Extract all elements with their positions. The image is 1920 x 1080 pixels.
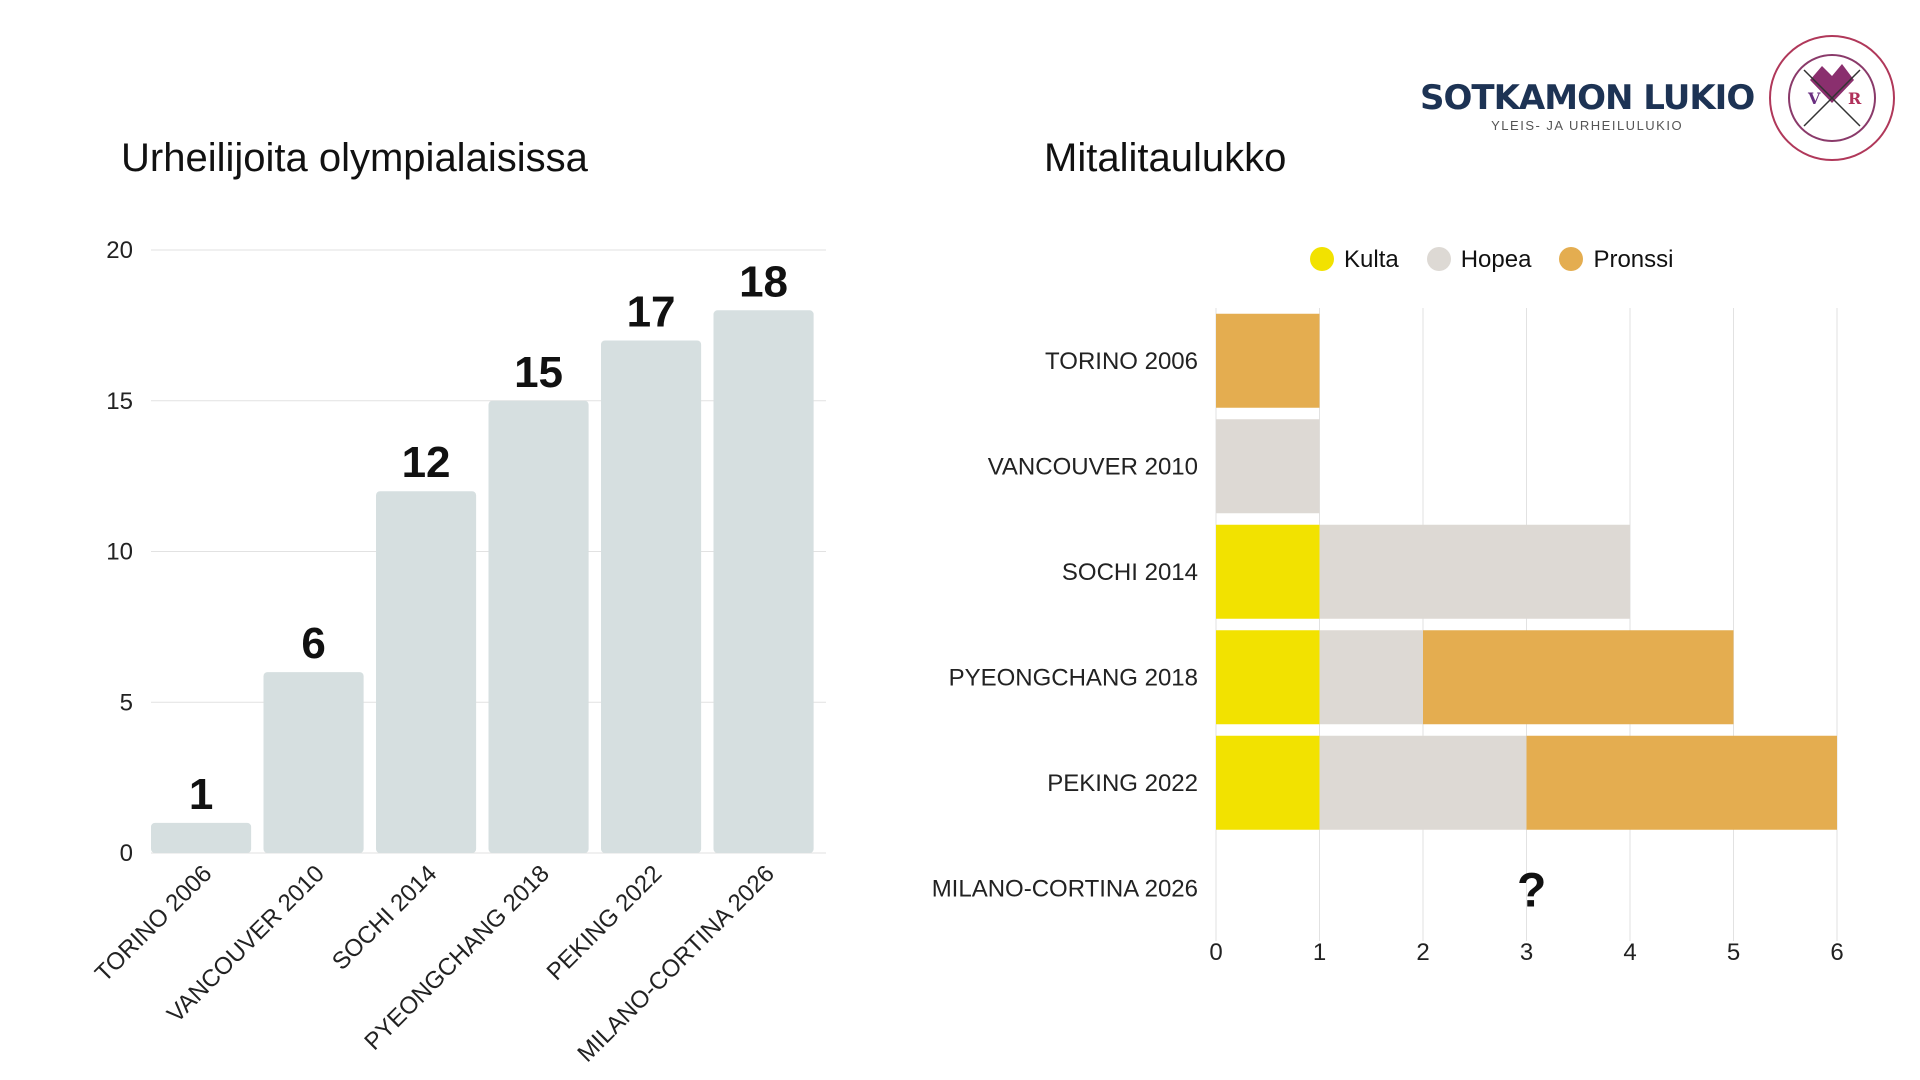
x-tick-label: SOCHI 2014 — [327, 860, 442, 975]
y-tick-label: 5 — [120, 689, 133, 716]
x-tick-label: PEKING 2022 — [542, 860, 668, 986]
bar-segment — [1319, 735, 1527, 830]
bar — [263, 672, 364, 853]
legend-label: Pronssi — [1593, 246, 1674, 273]
athletes-chart-title: Urheilijoita olympialaisissa — [121, 136, 588, 180]
bar — [151, 822, 252, 853]
bar — [488, 400, 589, 853]
bar — [376, 491, 477, 853]
x-tick-label: 2 — [1416, 939, 1429, 966]
legend-item-silver: Hopea — [1426, 246, 1532, 274]
bar-segment — [1423, 630, 1734, 725]
y-tick-label: TORINO 2006 — [1045, 348, 1198, 375]
data-label: 12 — [402, 438, 451, 487]
x-tick-label: 6 — [1830, 939, 1843, 966]
y-tick-label: 20 — [106, 237, 133, 264]
bar-segment — [1319, 524, 1630, 619]
bar-segment — [1216, 313, 1320, 408]
bar — [713, 310, 814, 853]
legend-swatch — [1310, 247, 1334, 271]
bar-segment — [1319, 630, 1423, 725]
legend-swatch — [1426, 247, 1451, 271]
annotation: ? — [1517, 864, 1546, 917]
y-tick-label: PEKING 2022 — [1047, 770, 1198, 797]
bar-segment — [1216, 419, 1320, 514]
x-tick-label: 4 — [1623, 939, 1636, 966]
bar-segment — [1216, 524, 1320, 619]
data-label: 15 — [514, 348, 563, 397]
x-tick-label: TORINO 2006 — [90, 860, 217, 987]
y-tick-label: VANCOUVER 2010 — [988, 453, 1198, 480]
x-tick-label: 5 — [1727, 939, 1740, 966]
legend-swatch — [1559, 247, 1584, 271]
y-tick-label: 10 — [106, 539, 133, 566]
x-tick-label: PYEONGCHANG 2018 — [359, 860, 554, 1055]
x-tick-label: MILANO-CORTINA 2026 — [572, 860, 779, 1067]
bar — [601, 340, 702, 853]
bar-segment — [1526, 735, 1837, 830]
y-tick-label: MILANO-CORTINA 2026 — [932, 875, 1198, 902]
y-tick-label: PYEONGCHANG 2018 — [949, 664, 1198, 691]
data-label: 1 — [189, 770, 213, 819]
x-tick-label: 1 — [1313, 939, 1326, 966]
logo-subtitle: YLEIS- JA URHEILULUKIO — [1491, 118, 1684, 133]
medal-chart-title: Mitalitaulukko — [1044, 136, 1287, 180]
legend-label: Kulta — [1344, 246, 1399, 273]
x-tick-label: 0 — [1209, 939, 1222, 966]
data-label: 18 — [739, 257, 788, 306]
y-tick-label: SOCHI 2014 — [1062, 559, 1198, 586]
bar-segment — [1216, 630, 1320, 725]
sotkamon-lukio-logo: SOTKAMON LUKIO YLEIS- JA URHEILULUKIO — [1420, 78, 1755, 133]
logo-name: SOTKAMON LUKIO — [1420, 78, 1755, 118]
data-label: 6 — [301, 619, 325, 668]
bar-segment — [1216, 735, 1320, 830]
medal-legend: Kulta Hopea Pronssi — [1310, 246, 1673, 274]
legend-label: Hopea — [1460, 246, 1532, 273]
x-tick-label: 3 — [1520, 939, 1533, 966]
legend-item-gold: Kulta — [1310, 246, 1399, 274]
y-tick-label: 15 — [106, 388, 133, 415]
data-label: 17 — [627, 287, 676, 336]
y-tick-label: 0 — [120, 840, 133, 867]
legend-item-bronze: Pronssi — [1559, 246, 1673, 274]
